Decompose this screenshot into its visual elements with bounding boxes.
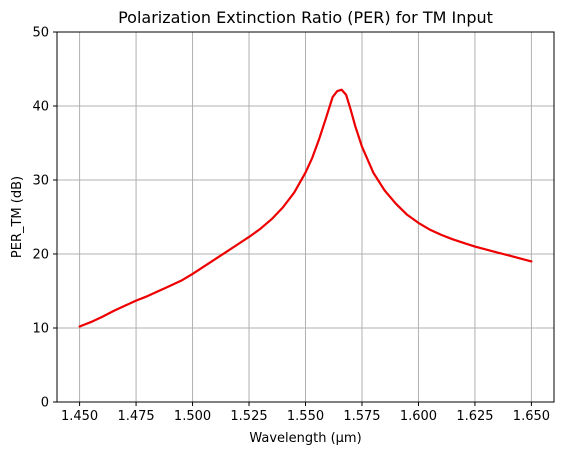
- x-tick-label: 1.525: [230, 409, 267, 424]
- y-tick-label: 10: [32, 322, 49, 337]
- x-tick-label: 1.625: [456, 409, 493, 424]
- x-gridlines: [79, 32, 532, 402]
- x-tick-label: 1.475: [117, 409, 154, 424]
- y-tick-label: 50: [32, 26, 49, 41]
- x-tick-label: 1.600: [400, 409, 437, 424]
- series-layer: [78, 88, 533, 328]
- x-axis-ticks: 1.450 1.475 1.500 1.525 1.550 1.575 1.600 1.625…: [61, 402, 550, 424]
- y-axis-ticks: 0 10 20 30 40 50: [32, 26, 57, 411]
- x-tick-label: 1.450: [61, 409, 98, 424]
- x-tick-label: 1.500: [174, 409, 211, 424]
- x-tick-label: 1.650: [513, 409, 550, 424]
- x-axis-label: Wavelength (µm): [249, 431, 361, 446]
- y-tick-label: 0: [41, 396, 49, 411]
- y-axis-label: PER_TM (dB): [10, 176, 25, 258]
- y-tick-label: 30: [32, 174, 49, 189]
- x-tick-label: 1.550: [287, 409, 324, 424]
- x-tick-label: 1.575: [343, 409, 380, 424]
- y-tick-label: 40: [32, 100, 49, 115]
- chart-title: Polarization Extinction Ratio (PER) for …: [118, 8, 493, 27]
- y-tick-label: 20: [32, 248, 49, 263]
- series-line: [78, 88, 533, 328]
